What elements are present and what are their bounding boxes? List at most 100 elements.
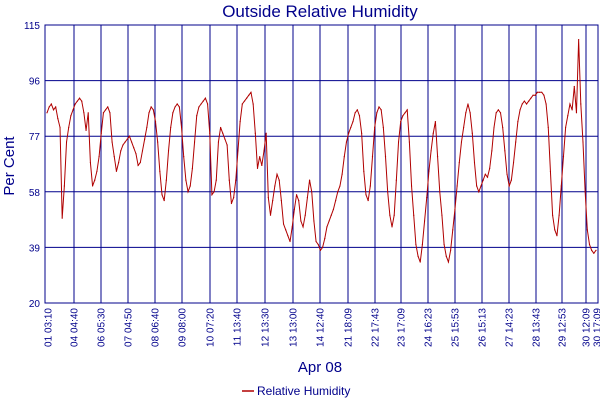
x-tick-labels: 01 03:10 04 04:40 06 05:30 07 04:50 08 06:40… bbox=[44, 308, 600, 347]
data-point bbox=[534, 94, 536, 96]
data-point bbox=[78, 97, 81, 99]
x-tick-label: 13 13:00 bbox=[289, 308, 300, 347]
data-point bbox=[343, 156, 345, 158]
data-point bbox=[541, 91, 543, 93]
data-point bbox=[415, 243, 417, 246]
data-point bbox=[141, 150, 144, 152]
data-point bbox=[486, 176, 489, 178]
data-point bbox=[432, 132, 434, 134]
data-point bbox=[382, 126, 384, 129]
data-point bbox=[272, 199, 274, 202]
data-point bbox=[402, 115, 404, 117]
data-point bbox=[341, 173, 343, 175]
data-point bbox=[81, 100, 83, 102]
data-point bbox=[311, 191, 313, 193]
data-point bbox=[591, 249, 593, 251]
data-point bbox=[345, 141, 348, 143]
y-tick-label: 39 bbox=[29, 243, 41, 254]
data-point bbox=[371, 156, 374, 158]
data-point bbox=[100, 132, 102, 134]
data-point bbox=[118, 161, 120, 164]
data-point bbox=[220, 126, 222, 129]
data-point bbox=[506, 173, 508, 175]
data-point bbox=[404, 112, 406, 114]
data-point bbox=[122, 144, 124, 146]
data-point bbox=[276, 173, 278, 175]
data-point bbox=[441, 214, 443, 216]
data-point bbox=[239, 120, 241, 123]
x-tick-label: 23 17:09 bbox=[397, 308, 408, 347]
data-point bbox=[304, 214, 306, 216]
data-point bbox=[222, 132, 224, 134]
data-point bbox=[259, 156, 261, 158]
data-point bbox=[530, 97, 532, 99]
data-point bbox=[287, 235, 289, 237]
data-point bbox=[70, 115, 72, 117]
data-point bbox=[573, 85, 575, 88]
data-point bbox=[50, 103, 52, 105]
data-point bbox=[317, 243, 319, 246]
x-tick-label: 29 12:53 bbox=[558, 308, 569, 347]
data-point bbox=[493, 126, 495, 129]
data-point bbox=[558, 214, 560, 216]
data-point bbox=[332, 208, 335, 210]
data-point bbox=[430, 150, 432, 152]
data-point bbox=[165, 179, 167, 181]
data-point bbox=[139, 161, 141, 164]
data-point bbox=[397, 141, 400, 143]
data-point bbox=[269, 214, 272, 216]
data-point bbox=[202, 100, 204, 102]
data-point bbox=[423, 220, 426, 222]
data-point bbox=[552, 214, 554, 216]
data-point bbox=[352, 120, 354, 123]
data-point bbox=[476, 185, 478, 187]
data-point bbox=[295, 194, 298, 196]
data-point bbox=[128, 135, 131, 137]
data-point bbox=[389, 214, 391, 216]
data-point bbox=[191, 167, 193, 169]
data-point bbox=[339, 185, 341, 187]
data-point bbox=[280, 199, 282, 202]
y-tick-labels: 20 39 58 77 96 115 bbox=[24, 21, 40, 310]
data-point bbox=[465, 112, 467, 114]
data-point bbox=[135, 153, 137, 155]
data-point bbox=[504, 150, 506, 152]
data-point bbox=[328, 220, 330, 222]
data-point bbox=[510, 179, 512, 181]
data-point bbox=[495, 112, 497, 114]
x-tick-label: 26 15:13 bbox=[478, 308, 489, 347]
data-point bbox=[419, 261, 421, 263]
chart-title: Outside Relative Humidity bbox=[222, 2, 418, 21]
x-tick-label: 08 06:40 bbox=[151, 308, 162, 347]
data-point bbox=[87, 112, 89, 114]
data-point bbox=[471, 132, 473, 134]
data-point bbox=[152, 109, 154, 111]
data-point bbox=[65, 141, 68, 143]
data-point bbox=[512, 161, 515, 164]
data-point bbox=[502, 126, 504, 129]
data-point bbox=[256, 167, 259, 169]
data-point bbox=[254, 132, 256, 134]
data-point bbox=[313, 220, 315, 222]
data-point bbox=[467, 103, 469, 105]
data-point bbox=[180, 126, 183, 129]
data-point bbox=[178, 106, 180, 108]
data-point bbox=[538, 91, 541, 93]
data-point bbox=[187, 191, 189, 193]
y-axis-label: Per Cent bbox=[1, 136, 18, 196]
data-point bbox=[560, 185, 562, 187]
data-point bbox=[363, 170, 365, 172]
data-point bbox=[161, 194, 163, 196]
data-point bbox=[293, 208, 295, 210]
data-point bbox=[484, 173, 486, 175]
data-point bbox=[206, 103, 209, 105]
data-point bbox=[369, 185, 371, 187]
data-point bbox=[482, 179, 484, 181]
data-point bbox=[387, 191, 389, 193]
data-point bbox=[410, 185, 413, 187]
data-point bbox=[478, 191, 480, 193]
data-point bbox=[111, 141, 113, 143]
data-point bbox=[367, 199, 369, 202]
legend: Relative Humidity bbox=[242, 384, 350, 398]
